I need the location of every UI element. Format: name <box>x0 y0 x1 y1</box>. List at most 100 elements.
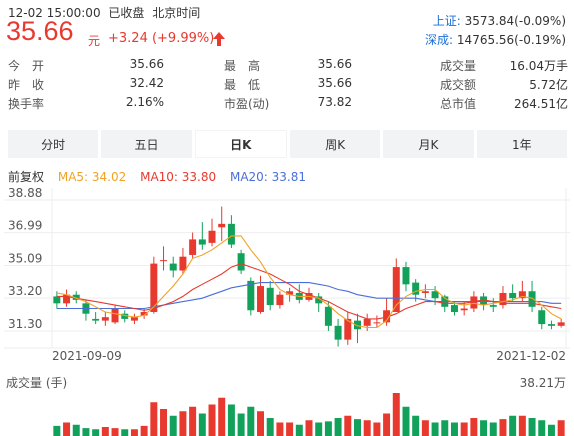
candle-body <box>189 239 197 255</box>
stat-value: 32.42 <box>129 76 164 90</box>
ma10-legend: MA10: 33.80 <box>140 170 217 184</box>
stat-value: 73.82 <box>317 95 352 109</box>
index-shanghai[interactable]: 上证: 3573.84(-0.09%) <box>433 12 566 29</box>
candle-body <box>130 317 138 321</box>
up-arrow-icon <box>213 31 225 50</box>
candle-body <box>63 294 71 304</box>
volume-bar <box>392 393 400 436</box>
volume-bar <box>402 406 410 436</box>
y-tick-label: 35.09 <box>8 252 42 266</box>
current-price: 35.66 <box>6 16 74 46</box>
candle-body <box>266 287 274 306</box>
candle-body <box>402 267 410 285</box>
volume-bar <box>324 421 332 436</box>
index-sh-label: 上证: <box>432 14 461 28</box>
index-sh-value: 3573.84(-0.09%) <box>464 14 566 28</box>
volume-bar <box>344 415 352 436</box>
volume-bar <box>121 429 129 436</box>
stat-label: 今 开 <box>8 59 45 73</box>
volume-bar <box>92 429 100 436</box>
volume-bar <box>470 417 478 436</box>
stat-label: 成交额 <box>440 78 477 92</box>
y-tick-label: 38.88 <box>8 188 42 200</box>
stat-value: 35.66 <box>317 57 352 71</box>
stat-label: 成交量 <box>440 59 477 73</box>
volume-bar <box>208 404 216 436</box>
candle-body <box>489 305 497 307</box>
candle-body <box>344 318 352 340</box>
index-shenzhen[interactable]: 深成: 14765.56(-0.19%) <box>425 31 566 48</box>
stat-label: 最 低 <box>224 78 261 92</box>
volume-bar <box>266 417 274 436</box>
volume-bar <box>557 420 565 436</box>
tab-2[interactable]: 日K <box>194 130 287 158</box>
index-sz-value: 14765.56(-0.19%) <box>456 33 566 47</box>
volume-bar <box>150 402 158 436</box>
quote-time: 12-02 15:00:00 已收盘 北京时间 <box>8 4 200 21</box>
candle-body <box>179 256 187 271</box>
volume-bar <box>353 419 361 436</box>
volume-bar <box>237 413 245 436</box>
ma20-line <box>56 282 562 310</box>
candle-body <box>92 318 100 321</box>
volume-bar <box>441 420 449 436</box>
volume-bar <box>528 417 536 436</box>
y-tick-label: 33.20 <box>8 284 42 298</box>
volume-bar <box>257 411 265 436</box>
tab-5[interactable]: 1年 <box>476 130 567 158</box>
candle-body <box>150 263 158 312</box>
candlestick-chart[interactable]: 38.88 36.99 35.09 33.20 31.30 2021-09-09 2021-… <box>0 188 574 436</box>
volume-bar <box>198 413 206 436</box>
tab-4[interactable]: 月K <box>383 130 474 158</box>
volume-bar <box>286 422 294 436</box>
candle-body <box>208 230 216 243</box>
volume-bar <box>218 397 226 436</box>
volume-bar <box>518 415 526 436</box>
tab-0[interactable]: 分时 <box>8 130 99 158</box>
volume-bar <box>509 415 517 436</box>
candle-body <box>460 308 468 311</box>
candle-body <box>557 322 565 326</box>
volume-bar <box>295 424 303 436</box>
candle-body <box>169 263 177 271</box>
stat-label: 换手率 <box>8 97 45 111</box>
price-change: +3.24 (+9.99%) <box>108 31 215 46</box>
index-sz-label: 深成: <box>425 33 454 47</box>
adjust-mode[interactable]: 前复权 <box>8 170 45 184</box>
volume-bar <box>111 428 119 436</box>
volume-bar <box>373 422 381 436</box>
stat-label: 最 高 <box>224 59 261 73</box>
volume-bar <box>450 422 458 436</box>
candle-body <box>509 292 517 299</box>
candle-body <box>227 223 235 245</box>
volume-bar <box>499 419 507 436</box>
volume-bar <box>82 428 90 436</box>
volume-bar <box>334 417 342 436</box>
x-start-label: 2021-09-09 <box>52 349 122 363</box>
candle-body <box>547 324 555 326</box>
volume-bar <box>130 429 138 436</box>
candle-body <box>480 296 488 306</box>
volume-bar <box>480 420 488 436</box>
candle-body <box>392 267 400 312</box>
volume-bar <box>179 411 187 436</box>
candle-body <box>218 223 226 228</box>
timezone-label: 北京时间 <box>152 6 201 20</box>
volume-bar <box>363 420 371 436</box>
candle-body <box>72 294 80 300</box>
y-tick-label: 36.99 <box>8 219 42 233</box>
candle-body <box>383 310 391 323</box>
ma20-legend: MA20: 33.81 <box>229 170 307 184</box>
volume-bar <box>412 415 420 436</box>
volume-bar <box>53 425 61 436</box>
tab-1[interactable]: 五日 <box>101 130 192 158</box>
stat-label: 市盈(动) <box>224 97 270 111</box>
volume-bar <box>547 424 555 436</box>
candle-body <box>450 305 458 312</box>
volume-bar <box>140 425 148 436</box>
tab-3[interactable]: 周K <box>289 130 381 158</box>
volume-bar <box>247 406 255 436</box>
volume-bar <box>72 424 80 436</box>
stat-value: 264.51亿 <box>514 97 568 111</box>
volume-bar <box>460 422 468 436</box>
